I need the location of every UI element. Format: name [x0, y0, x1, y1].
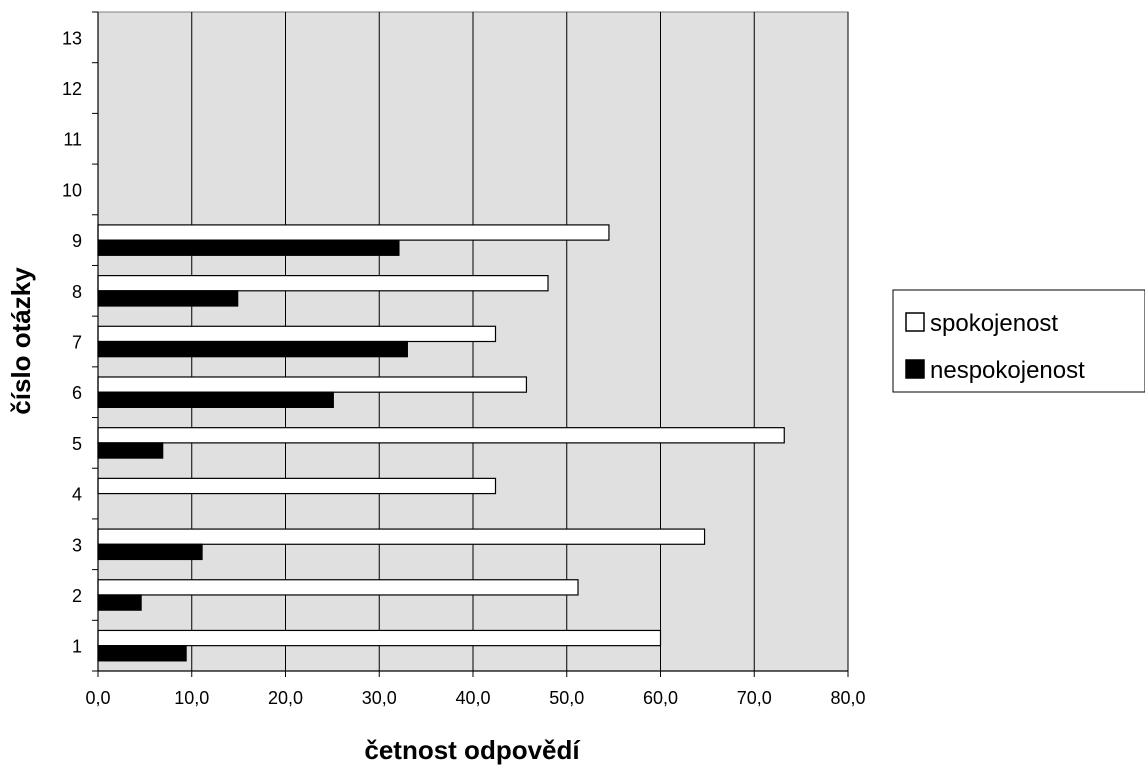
x-tick-label: 70,0: [737, 688, 772, 708]
y-tick-label: 12: [62, 79, 82, 99]
legend: spokojenost nespokojenost: [892, 289, 1145, 393]
y-tick-label: 3: [72, 535, 82, 555]
bar-spokojenost-9: [97, 224, 610, 241]
x-tick-label: 20,0: [268, 688, 303, 708]
y-tick-label: 7: [72, 333, 82, 353]
bar-nespokojenost-2: [97, 594, 142, 611]
y-tick-label: 2: [72, 586, 82, 606]
bar-spokojenost-1: [97, 629, 662, 647]
axes: [92, 11, 849, 677]
y-tick-label: 4: [72, 485, 82, 505]
y-tick-label: 5: [72, 434, 82, 454]
bar-nespokojenost-5: [97, 442, 164, 459]
y-axis-title: číslo otázky: [6, 267, 36, 415]
x-tick-label: 30,0: [362, 688, 397, 708]
y-tick-label: 8: [72, 282, 82, 302]
bar-spokojenost-3: [97, 528, 706, 545]
bar-spokojenost-5: [97, 427, 785, 444]
gridlines: [191, 12, 849, 671]
x-tick-label: 0,0: [85, 688, 110, 708]
x-tick-label: 80,0: [830, 688, 865, 708]
legend-swatch-spokojenost: [905, 312, 925, 332]
x-tick-label: 10,0: [174, 688, 209, 708]
legend-label-nespokojenost: nespokojenost: [930, 357, 1085, 384]
y-tick-label: 1: [72, 637, 82, 657]
bar-nespokojenost-3: [97, 543, 203, 561]
bar-spokojenost-8: [97, 275, 549, 292]
bar-spokojenost-2: [97, 579, 579, 596]
bar-spokojenost-7: [97, 325, 497, 343]
bar-nespokojenost-6: [97, 391, 334, 409]
bar-spokojenost-6: [97, 376, 528, 393]
y-tick-label: 13: [62, 28, 82, 48]
y-tick-label: 9: [72, 231, 82, 251]
bar-nespokojenost-8: [97, 290, 239, 307]
x-tick-label: 50,0: [549, 688, 584, 708]
x-tick-label: 60,0: [643, 688, 678, 708]
legend-label-spokojenost: spokojenost: [930, 310, 1058, 337]
bar-nespokojenost-1: [97, 645, 187, 662]
y-tick-label: 10: [62, 180, 82, 200]
legend-swatch-nespokojenost: [905, 359, 925, 379]
bar-nespokojenost-7: [97, 340, 408, 358]
x-axis-title: četnost odpovědí: [364, 735, 580, 765]
legend-box: [892, 289, 1145, 393]
x-tick-labels: 0,0 10,0 20,0 30,0 40,0 50,0 60,0 70,0 80,0: [85, 688, 865, 708]
bars: [97, 224, 785, 662]
bar-nespokojenost-9: [97, 239, 400, 256]
y-tick-label: 6: [72, 383, 82, 403]
bar-spokojenost-4: [97, 477, 497, 495]
y-tick-label: 11: [63, 130, 82, 150]
x-tick-label: 40,0: [455, 688, 490, 708]
